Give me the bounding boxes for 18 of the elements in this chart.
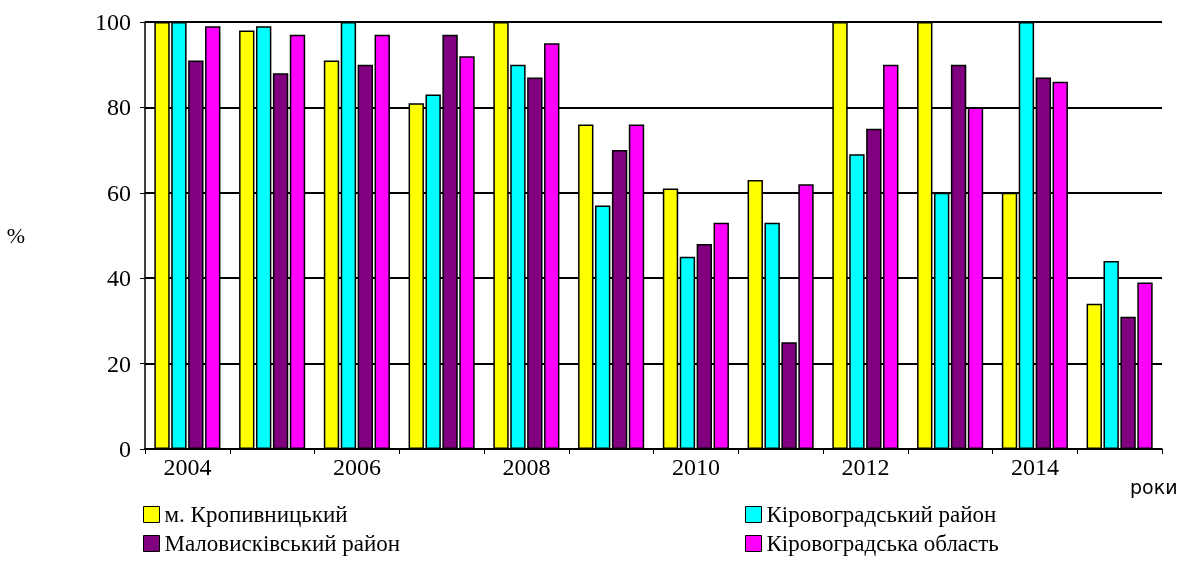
x-tick-label: 2006 [332, 454, 381, 480]
y-tick-label: 20 [107, 350, 131, 377]
y-tick-label: 60 [107, 179, 131, 206]
y-tick-label: 0 [119, 436, 131, 462]
legend-label: Маловисківський район [164, 531, 401, 556]
x-tick-label: 2010 [671, 454, 720, 480]
x-tick-label: 2004 [163, 454, 212, 480]
x-tick-label: 2008 [502, 454, 551, 480]
x-axis-title: роки [1130, 475, 1178, 498]
y-tick-label: 40 [107, 265, 131, 292]
y-tick-label: 80 [107, 94, 131, 121]
legend-label: м. Кропивницький [164, 502, 348, 527]
y-axis-title: % [6, 223, 25, 248]
x-tick-label: 2014 [1010, 454, 1059, 480]
legend-label: Кіровоградська область [766, 531, 999, 556]
legend-label: Кіровоградський район [766, 502, 997, 527]
x-tick-label: 2012 [841, 454, 890, 480]
y-tick-label: 100 [95, 9, 131, 35]
